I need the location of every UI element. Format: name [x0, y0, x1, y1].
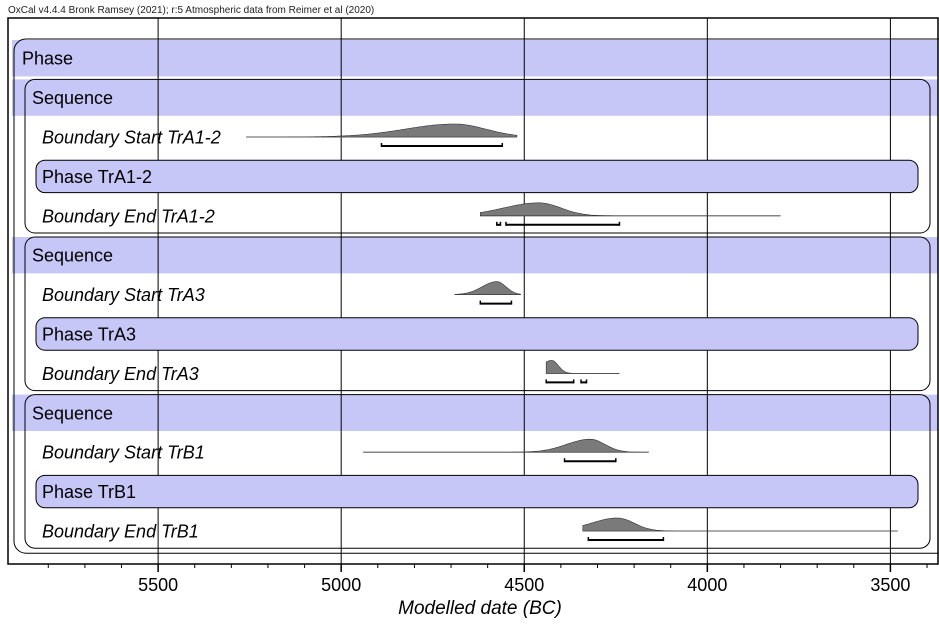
- sequence-frame: [24, 394, 931, 549]
- plot-frame: [7, 17, 939, 565]
- row-label: Boundary End TrA3: [42, 364, 199, 384]
- distribution-peak: [582, 517, 898, 532]
- x-axis: 5500 5000 4500 4000 3500: [47, 564, 928, 595]
- row-label: Phase TrA3: [42, 325, 136, 345]
- x-tick-label: 3500: [870, 575, 910, 595]
- row-band: [12, 79, 938, 116]
- layer-grid: [157, 18, 891, 564]
- layer-distributions: [245, 123, 898, 541]
- outer-phase-frame: [13, 38, 939, 554]
- distribution-peak: [480, 202, 781, 217]
- row-band: [12, 40, 938, 77]
- row-band: [12, 237, 938, 274]
- x-axis-label: Modelled date (BC): [398, 598, 562, 619]
- row-label: Boundary End TrB1: [42, 522, 199, 542]
- row-label: Sequence: [32, 403, 113, 423]
- x-tick-label: 4000: [687, 575, 727, 595]
- x-tick-label: 5000: [321, 575, 361, 595]
- row-label: Boundary End TrA1-2: [42, 206, 215, 226]
- row-label: Boundary Start TrB1: [42, 443, 205, 463]
- inner-phase-pill: [35, 159, 919, 194]
- sequence-frame: [24, 236, 931, 392]
- x-tick-label: 4500: [504, 575, 544, 595]
- header-note: OxCal v4.4.4 Bronk Ramsey (2021); r:5 At…: [8, 5, 374, 16]
- layer-bands: [12, 40, 938, 431]
- distribution-peak: [246, 123, 518, 138]
- distribution-peak: [545, 360, 620, 374]
- row-label: Phase: [22, 49, 73, 69]
- inner-phase-pill: [35, 317, 919, 351]
- row-label: Phase TrA1-2: [42, 167, 152, 187]
- x-tick-label: 5500: [138, 575, 178, 595]
- layer-frames: [13, 38, 939, 554]
- layer-labels: Phase Sequence Boundary Start TrA1-2 Phase …: [22, 49, 221, 542]
- row-label: Boundary Start TrA1-2: [42, 128, 221, 148]
- inner-phase-pill: [35, 474, 919, 509]
- distribution-peak: [454, 281, 521, 295]
- row-label: Sequence: [32, 88, 113, 108]
- row-label: Phase TrB1: [42, 482, 136, 502]
- row-label: Boundary Start TrA3: [42, 285, 205, 305]
- row-label: Sequence: [32, 246, 113, 266]
- distribution-peak: [363, 438, 649, 453]
- sequence-frame: [24, 78, 931, 234]
- row-band: [12, 394, 938, 431]
